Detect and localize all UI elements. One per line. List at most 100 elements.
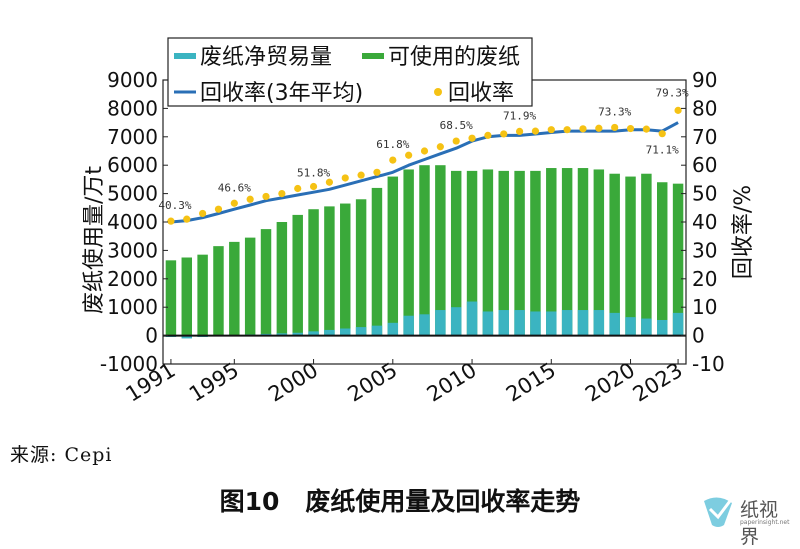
y-right-tick-label: 60 bbox=[692, 153, 717, 177]
bar-usable bbox=[403, 169, 414, 336]
y-left-tick-label: 2000 bbox=[107, 267, 158, 291]
bar-usable bbox=[181, 257, 193, 336]
bar-net-trade bbox=[577, 310, 589, 336]
dot-recovery-rate bbox=[405, 151, 413, 159]
bar-usable bbox=[546, 168, 557, 336]
y-right-tick-label: 40 bbox=[692, 210, 717, 234]
y-left-tick-label: 6000 bbox=[107, 153, 158, 177]
legend-swatch bbox=[362, 53, 384, 59]
bar-usable bbox=[593, 169, 605, 336]
dot-recovery-rate bbox=[357, 171, 365, 179]
source-note: 来源: Cepi bbox=[10, 444, 113, 466]
bar-usable bbox=[672, 183, 684, 336]
dot-recovery-rate bbox=[611, 123, 619, 132]
bar-usable bbox=[625, 176, 636, 336]
y-right-tick-label: -10 bbox=[692, 352, 725, 376]
watermark-url: paperinsight.net bbox=[740, 519, 790, 526]
data-label: 46.6% bbox=[218, 181, 251, 194]
bar-usable bbox=[213, 246, 224, 336]
dot-recovery-rate bbox=[230, 199, 238, 207]
line-recovery-avg bbox=[170, 121, 679, 224]
x-tick-label: 2020 bbox=[581, 358, 639, 407]
bar-net-trade bbox=[181, 335, 193, 339]
dot-recovery-rate bbox=[167, 217, 175, 225]
line-series bbox=[170, 121, 679, 224]
dot-recovery-rate bbox=[674, 106, 682, 114]
bar-usable bbox=[514, 170, 525, 336]
y-right-tick-label: 10 bbox=[692, 295, 717, 319]
data-label: 79.3% bbox=[656, 86, 689, 99]
data-label: 73.3% bbox=[598, 105, 631, 118]
y-left-tick-label: 8000 bbox=[107, 96, 158, 120]
y-left-tick-label: 5000 bbox=[107, 182, 158, 206]
figure-number: 图10 bbox=[219, 487, 280, 516]
x-tick-label: 2010 bbox=[423, 358, 481, 407]
dot-recovery-rate bbox=[626, 124, 635, 133]
x-tick-label: 2015 bbox=[502, 358, 560, 407]
bar-usable bbox=[577, 168, 589, 336]
bar-usable bbox=[308, 209, 319, 336]
legend-label: 回收率 bbox=[448, 81, 514, 106]
data-label: 40.3% bbox=[158, 199, 191, 212]
bar-net-trade bbox=[419, 314, 430, 336]
x-tick-label: 2005 bbox=[343, 358, 401, 407]
dot-recovery-rate bbox=[325, 178, 334, 186]
bar-usable bbox=[197, 254, 208, 336]
bar-net-trade bbox=[324, 329, 335, 336]
legend-label: 回收率(3年平均) bbox=[200, 81, 363, 106]
y-right-tick-label: 90 bbox=[692, 68, 717, 92]
data-labels: 40.3% 46.6% 51.8% 61.8% 68.5% 71.9% 73.3% 71.1%… bbox=[158, 86, 689, 212]
y-right-tick-label: 50 bbox=[692, 182, 717, 206]
y-left-tick-label: 7000 bbox=[107, 125, 158, 149]
dot-recovery-rate bbox=[341, 174, 349, 182]
y-right-tick-label: 0 bbox=[692, 324, 705, 348]
y-right-tick-label: 70 bbox=[692, 125, 717, 149]
bar-net-trade bbox=[656, 319, 668, 336]
y-left-tick-label: 4000 bbox=[107, 210, 158, 234]
figure-caption: 图10 废纸使用量及回收率走势 bbox=[0, 482, 800, 518]
legend-swatch bbox=[434, 88, 442, 96]
dot-recovery-rate bbox=[468, 134, 476, 142]
y-right-tick-label: 20 bbox=[692, 267, 717, 291]
y-left-tick-label: -1000 bbox=[100, 352, 158, 376]
legend-box bbox=[167, 37, 533, 107]
y-left-tick-label: 0 bbox=[145, 324, 158, 348]
bar-net-trade bbox=[514, 310, 525, 336]
bar-net-trade bbox=[308, 331, 319, 336]
bar-usable bbox=[229, 241, 240, 336]
bar-usable bbox=[371, 187, 383, 336]
bar-usable bbox=[466, 170, 478, 336]
bar-net-trade bbox=[530, 311, 541, 336]
bar-usable bbox=[561, 168, 573, 336]
dot-recovery-rate bbox=[309, 182, 318, 191]
dot-recovery-rate bbox=[484, 131, 492, 139]
bar-net-trade bbox=[672, 312, 684, 336]
scatter-series bbox=[167, 106, 682, 225]
data-label: 71.1% bbox=[646, 144, 679, 157]
bar-net-trade bbox=[387, 322, 399, 336]
dot-recovery-rate bbox=[436, 143, 444, 151]
dot-recovery-rate bbox=[642, 125, 650, 133]
dot-recovery-rate bbox=[515, 127, 524, 136]
dot-recovery-rate bbox=[389, 156, 397, 164]
dot-recovery-rate bbox=[373, 168, 381, 176]
y-left-axis-title: 废纸使用量/万t bbox=[82, 166, 107, 314]
dot-recovery-rate bbox=[658, 130, 666, 138]
y-right-tick-label: 30 bbox=[692, 238, 717, 262]
dot-recovery-rate bbox=[199, 209, 207, 218]
bar-net-trade bbox=[641, 318, 652, 336]
dot-recovery-rate bbox=[214, 205, 223, 213]
chart: 40.3% 46.6% 51.8% 61.8% 68.5% 71.9% 73.3% 71.1%… bbox=[82, 37, 756, 407]
data-label: 68.5% bbox=[440, 119, 473, 132]
bar-usable bbox=[324, 206, 335, 336]
bar-net-trade bbox=[403, 315, 414, 336]
dot-recovery-rate bbox=[246, 195, 254, 203]
dot-recovery-rate bbox=[531, 127, 540, 135]
bar-net-trade bbox=[482, 311, 494, 336]
bar-usable bbox=[482, 169, 494, 336]
bar-net-trade bbox=[435, 310, 446, 336]
bar-usable bbox=[530, 170, 541, 336]
legend-label: 可使用的废纸 bbox=[388, 45, 520, 70]
bar-usable bbox=[276, 222, 288, 336]
